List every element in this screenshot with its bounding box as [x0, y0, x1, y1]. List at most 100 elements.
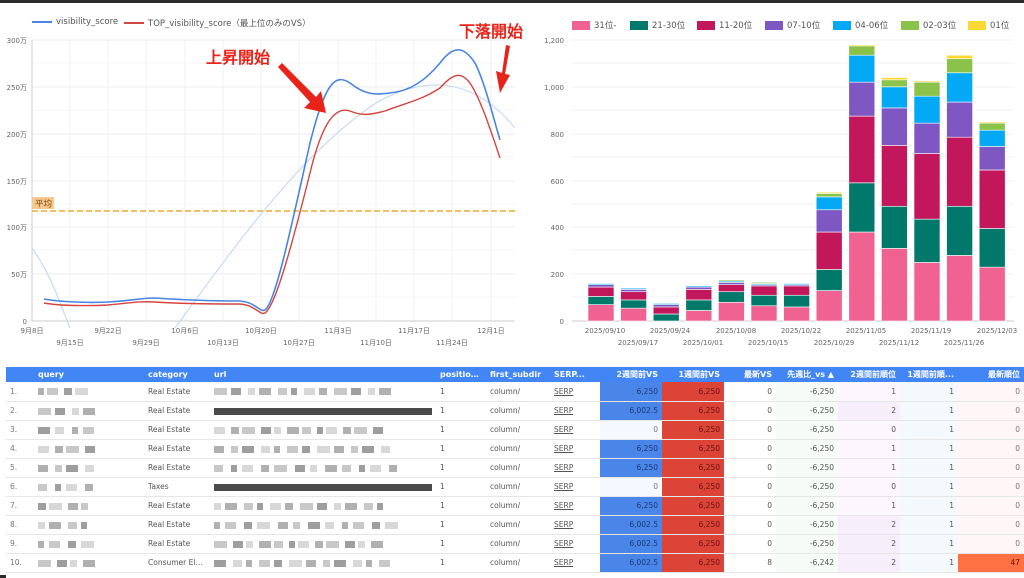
url-cell-redacted[interactable] [210, 401, 436, 421]
url-cell-redacted[interactable] [210, 534, 436, 554]
query-cell-redacted[interactable] [34, 534, 144, 554]
bar-segment[interactable] [815, 269, 843, 291]
query-cell-redacted[interactable] [34, 553, 144, 573]
serp-link[interactable]: SERP [554, 520, 574, 529]
bar-segment[interactable] [913, 95, 941, 124]
bar-segment[interactable] [620, 307, 647, 322]
bar-segment[interactable] [815, 196, 843, 211]
bar-segment[interactable] [750, 282, 778, 284]
bar-segment[interactable] [913, 218, 941, 263]
bar-segment[interactable] [848, 44, 876, 47]
header-vs-latest[interactable]: 最新VS [724, 367, 776, 382]
header-url[interactable]: url [210, 367, 436, 382]
query-cell-redacted[interactable] [34, 382, 144, 402]
legend-rank-01[interactable]: 01位 [968, 19, 1009, 31]
serp-link[interactable]: SERP [554, 386, 574, 396]
bar-segment[interactable] [750, 305, 778, 322]
bar-segment[interactable] [946, 101, 973, 138]
bar-segment[interactable] [685, 299, 713, 311]
serp-link-cell[interactable]: SERP [550, 401, 600, 421]
bar-segment[interactable] [978, 122, 1006, 131]
serp-link-cell[interactable]: SERP [550, 534, 600, 554]
table-row[interactable]: 1. Real Estate 1 column/ SERP 6,250 6,25… [6, 382, 1024, 402]
bar-segment[interactable] [881, 107, 908, 146]
serp-link[interactable]: SERP [554, 482, 574, 491]
legend-rank-11-20[interactable]: 11-20位 [697, 19, 752, 31]
bar-segment[interactable] [718, 279, 745, 282]
table-row[interactable]: 8. Real Estate 1 column/ SERP 6,002.5 6,… [6, 515, 1024, 535]
legend-rank-21-30[interactable]: 21-30位 [630, 19, 685, 31]
serp-link-cell[interactable]: SERP [550, 382, 600, 402]
query-cell-redacted[interactable] [34, 515, 144, 535]
url-cell-redacted[interactable] [210, 458, 436, 478]
bar-segment[interactable] [815, 290, 843, 322]
table-row[interactable]: 3. Real Estate 1 column/ SERP 0 6,250 0 … [6, 420, 1024, 440]
query-cell-redacted[interactable] [34, 477, 144, 497]
bar-segment[interactable] [881, 205, 908, 249]
bar-segment[interactable] [913, 80, 941, 83]
bar-segment[interactable] [913, 153, 941, 220]
bar-segment[interactable] [978, 121, 1006, 124]
serp-link[interactable]: SERP [554, 444, 574, 453]
bar-segment[interactable] [913, 262, 941, 322]
bar-segment[interactable] [881, 79, 908, 88]
serp-link[interactable]: SERP [554, 539, 574, 548]
bar-segment[interactable] [946, 205, 973, 256]
bar-segment[interactable] [978, 146, 1006, 171]
bar-segment[interactable] [652, 306, 680, 315]
bar-segment[interactable] [848, 231, 876, 322]
serp-link-cell[interactable]: SERP [550, 477, 600, 497]
legend-rank-02-03[interactable]: 02-03位 [901, 19, 956, 31]
table-row[interactable]: 6. Taxes 1 column/ SERP 0 6,250 0 -6,250… [6, 477, 1024, 497]
bar-segment[interactable] [848, 81, 876, 117]
bar-segment[interactable] [881, 86, 908, 109]
bar-segment[interactable] [685, 310, 713, 322]
bar-segment[interactable] [620, 291, 647, 301]
serp-link[interactable]: SERP [554, 501, 574, 510]
bar-segment[interactable] [685, 286, 713, 290]
bar-segment[interactable] [620, 299, 647, 309]
bar-segment[interactable] [815, 209, 843, 233]
legend-rank-07-10[interactable]: 07-10位 [765, 19, 820, 31]
bar-segment[interactable] [718, 282, 745, 286]
header-query[interactable]: query [34, 367, 144, 382]
bar-segment[interactable] [718, 301, 745, 322]
table-row[interactable]: 7. Real Estate 1 column/ SERP 6,250 6,25… [6, 496, 1024, 516]
bar-segment[interactable] [881, 77, 908, 81]
bar-segment[interactable] [913, 81, 941, 97]
serp-link-cell[interactable]: SERP [550, 458, 600, 478]
legend-top-visibility-score[interactable]: TOP_visibility_score（最上位のみのVS） [124, 17, 311, 29]
header-rank-2weeks[interactable]: 2週間前順位 [838, 367, 900, 382]
serp-link-cell[interactable]: SERP [550, 553, 600, 573]
bar-segment[interactable] [652, 304, 680, 308]
serp-link[interactable]: SERP [554, 558, 574, 567]
serp-link[interactable]: SERP [554, 463, 574, 472]
header-vs-2weeks[interactable]: 2週間前VS [600, 367, 662, 382]
bar-segment[interactable] [848, 45, 876, 56]
header-position[interactable]: position... [436, 367, 486, 382]
bar-segment[interactable] [848, 182, 876, 233]
table-row[interactable]: 10. Consumer Ele... 1 column/ SERP 6,002… [6, 553, 1024, 573]
bar-segment[interactable] [815, 193, 843, 198]
header-vs-diff-sorted[interactable]: 先週比_vs ▲ [776, 367, 838, 382]
url-cell-redacted[interactable] [210, 382, 436, 402]
bar-segment[interactable] [848, 115, 876, 184]
serp-link[interactable]: SERP [554, 406, 574, 415]
bar-segment[interactable] [685, 285, 713, 288]
serp-link-cell[interactable]: SERP [550, 439, 600, 459]
url-cell-redacted[interactable] [210, 515, 436, 535]
bar-segment[interactable] [652, 303, 680, 305]
bar-segment[interactable] [978, 169, 1006, 229]
header-serp[interactable]: SERP... [550, 367, 600, 382]
bar-segment[interactable] [750, 294, 778, 307]
bar-segment[interactable] [848, 54, 876, 83]
bar-segment[interactable] [750, 285, 778, 296]
query-cell-redacted[interactable] [34, 439, 144, 459]
url-cell-redacted[interactable] [210, 496, 436, 516]
header-rank-latest[interactable]: 最新順位 [958, 367, 1024, 382]
bar-segment[interactable] [587, 304, 615, 322]
bar-segment[interactable] [718, 284, 745, 293]
bar-segment[interactable] [587, 286, 615, 297]
table-row[interactable]: 9. Real Estate 1 column/ SERP 6,002.5 6,… [6, 534, 1024, 554]
bar-segment[interactable] [881, 248, 908, 322]
